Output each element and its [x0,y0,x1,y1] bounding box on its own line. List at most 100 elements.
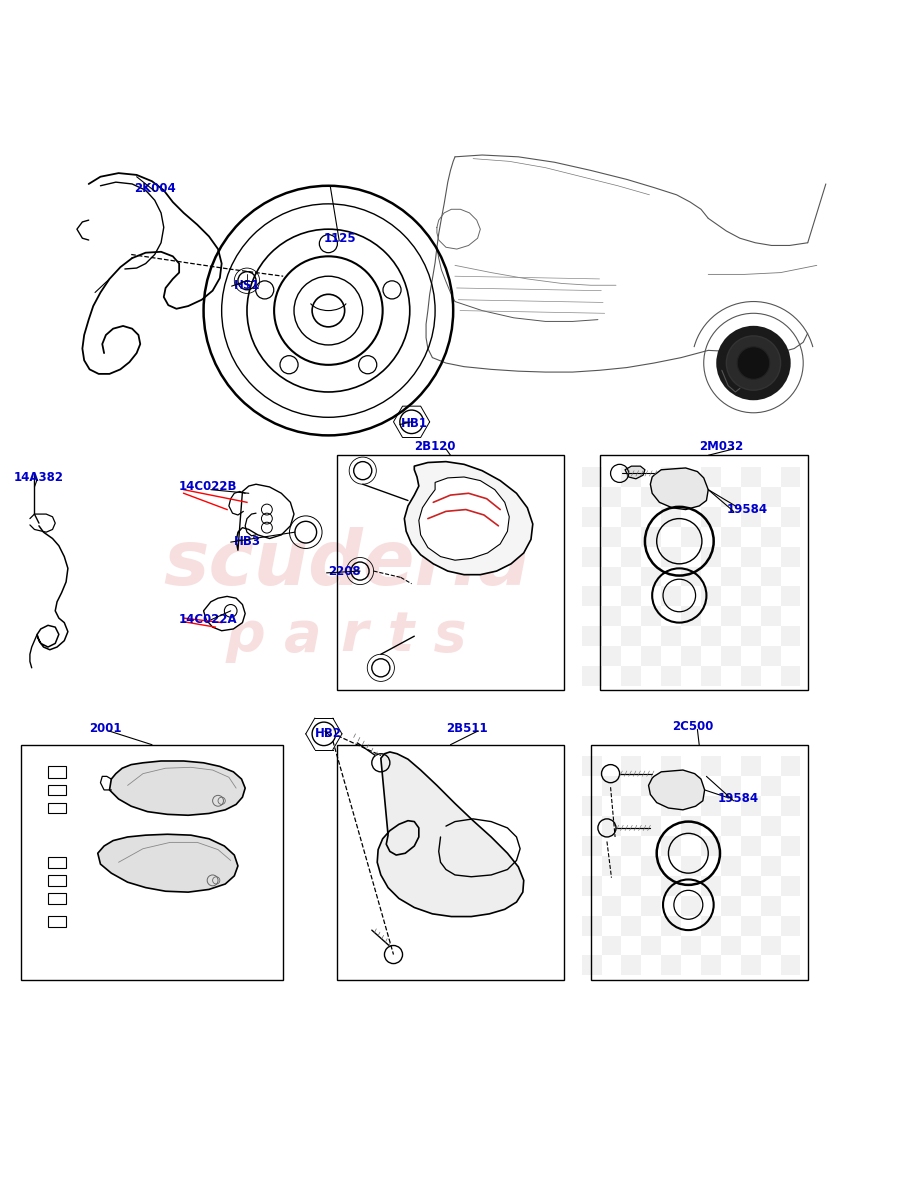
Bar [681,776,701,797]
Bar [741,876,761,895]
Bar [622,876,642,895]
Bar [602,487,622,506]
Bar [602,936,622,955]
Bar [662,876,681,895]
Bar [721,776,741,797]
Bar [622,666,642,686]
Bar [622,916,642,936]
Bar [701,756,721,776]
Bar [581,626,602,646]
Bar [602,606,622,626]
Text: 2C500: 2C500 [672,720,713,733]
Bar [761,936,781,955]
Bar [681,566,701,587]
Bar [741,756,761,776]
Circle shape [737,347,770,379]
Text: 19584: 19584 [726,503,767,516]
Bar [681,606,701,626]
Bar [662,666,681,686]
Bar [591,745,808,980]
Text: p a r t s: p a r t s [226,610,467,664]
Bar [600,455,808,690]
Text: scuderia: scuderia [163,527,530,601]
Bar [48,875,66,886]
Bar [761,816,781,836]
Text: 14C022B: 14C022B [179,480,238,493]
Text: 2208: 2208 [329,564,361,577]
Bar [581,547,602,566]
Bar [781,797,801,816]
Text: 2B511: 2B511 [446,722,488,734]
Bar [701,955,721,976]
Bar [741,547,761,566]
Bar [622,955,642,976]
Text: 2M032: 2M032 [699,439,743,452]
Bar [622,547,642,566]
Bar [761,606,781,626]
Text: HB2: HB2 [315,727,342,740]
Bar [761,527,781,547]
Bar [761,776,781,797]
Polygon shape [625,466,645,479]
Bar [721,936,741,955]
Bar [781,756,801,776]
Bar [662,506,681,527]
Bar [642,895,662,916]
Bar [681,895,701,916]
Polygon shape [419,476,510,560]
Bar [781,666,801,686]
Bar [741,836,761,856]
Bar [602,646,622,666]
Bar [781,506,801,527]
Bar [701,587,721,606]
Bar [662,836,681,856]
Bar [741,955,761,976]
Bar [581,916,602,936]
Bar [741,587,761,606]
Polygon shape [236,485,294,551]
Bar [622,587,642,606]
Bar [602,776,622,797]
Text: 2B120: 2B120 [414,439,456,452]
Bar [642,856,662,876]
Bar [662,797,681,816]
Bar [721,606,741,626]
Bar [622,506,642,527]
Bar [701,666,721,686]
Polygon shape [97,834,238,892]
Text: HB3: HB3 [233,535,260,547]
Bar [602,856,622,876]
Bar [761,895,781,916]
Bar [681,816,701,836]
Bar [662,916,681,936]
Bar [581,666,602,686]
Bar [781,587,801,606]
Bar [781,467,801,487]
Bar [581,797,602,816]
Bar [48,766,66,778]
Text: HS1: HS1 [233,278,260,292]
Bar [741,666,761,686]
Polygon shape [378,752,524,917]
Bar [662,587,681,606]
Bar [741,467,761,487]
Text: 1125: 1125 [324,232,357,245]
Bar [781,955,801,976]
Polygon shape [651,468,708,510]
Bar [642,527,662,547]
Bar [48,785,66,796]
Bar [622,836,642,856]
Bar [48,803,66,814]
Bar [781,836,801,856]
Bar [721,895,741,916]
Bar [681,487,701,506]
Bar [681,527,701,547]
Bar [741,797,761,816]
Bar [721,487,741,506]
Bar [581,876,602,895]
Bar [701,506,721,527]
Bar [701,626,721,646]
Polygon shape [649,770,704,810]
Bar [781,626,801,646]
Bar [21,745,283,980]
